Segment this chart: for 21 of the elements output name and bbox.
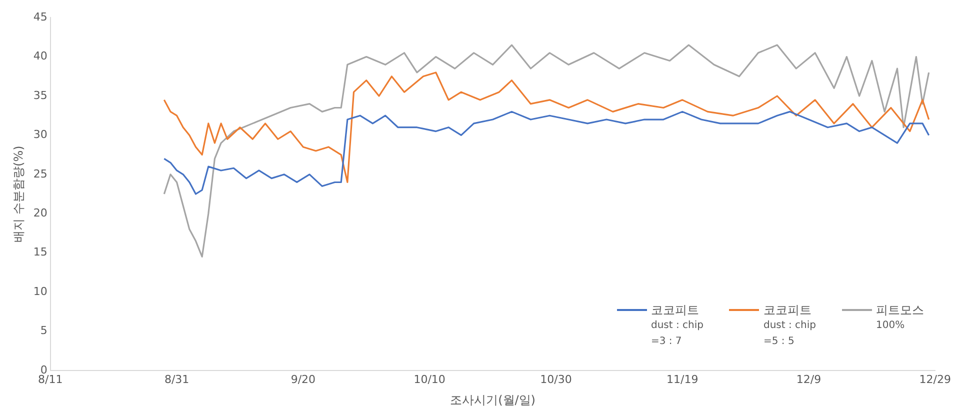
x-tick-label: 10/30 (540, 372, 572, 386)
x-tick-label: 10/10 (414, 372, 446, 386)
y-tick-label: 5 (40, 324, 48, 338)
legend-label: 코코피트 dust : chip =5 : 5 (763, 302, 816, 349)
y-tick-label: 40 (33, 50, 48, 63)
y-tick-label: 20 (33, 206, 48, 220)
legend-label: 코코피트 dust : chip =3 : 7 (650, 302, 704, 349)
y-tick-label: 45 (33, 10, 48, 24)
y-tick-label: 30 (33, 128, 48, 142)
y-tick-label: 25 (33, 167, 48, 180)
y-tick-label: 10 (33, 284, 48, 298)
x-tick-label: 11/19 (666, 372, 698, 386)
x-tick-label: 12/9 (796, 372, 822, 386)
x-tick-label: 9/20 (290, 372, 316, 386)
legend-label: 피트모스 100% (876, 302, 924, 333)
x-axis-title: 조사시기(월/일) (450, 392, 536, 407)
y-tick-label: 35 (33, 88, 48, 102)
y-axis-title: 배지 수분함량(%) (11, 146, 26, 242)
y-tick-label: 15 (33, 246, 48, 259)
x-tick-label: 8/31 (164, 372, 190, 386)
x-tick-label: 12/29 (919, 372, 951, 386)
